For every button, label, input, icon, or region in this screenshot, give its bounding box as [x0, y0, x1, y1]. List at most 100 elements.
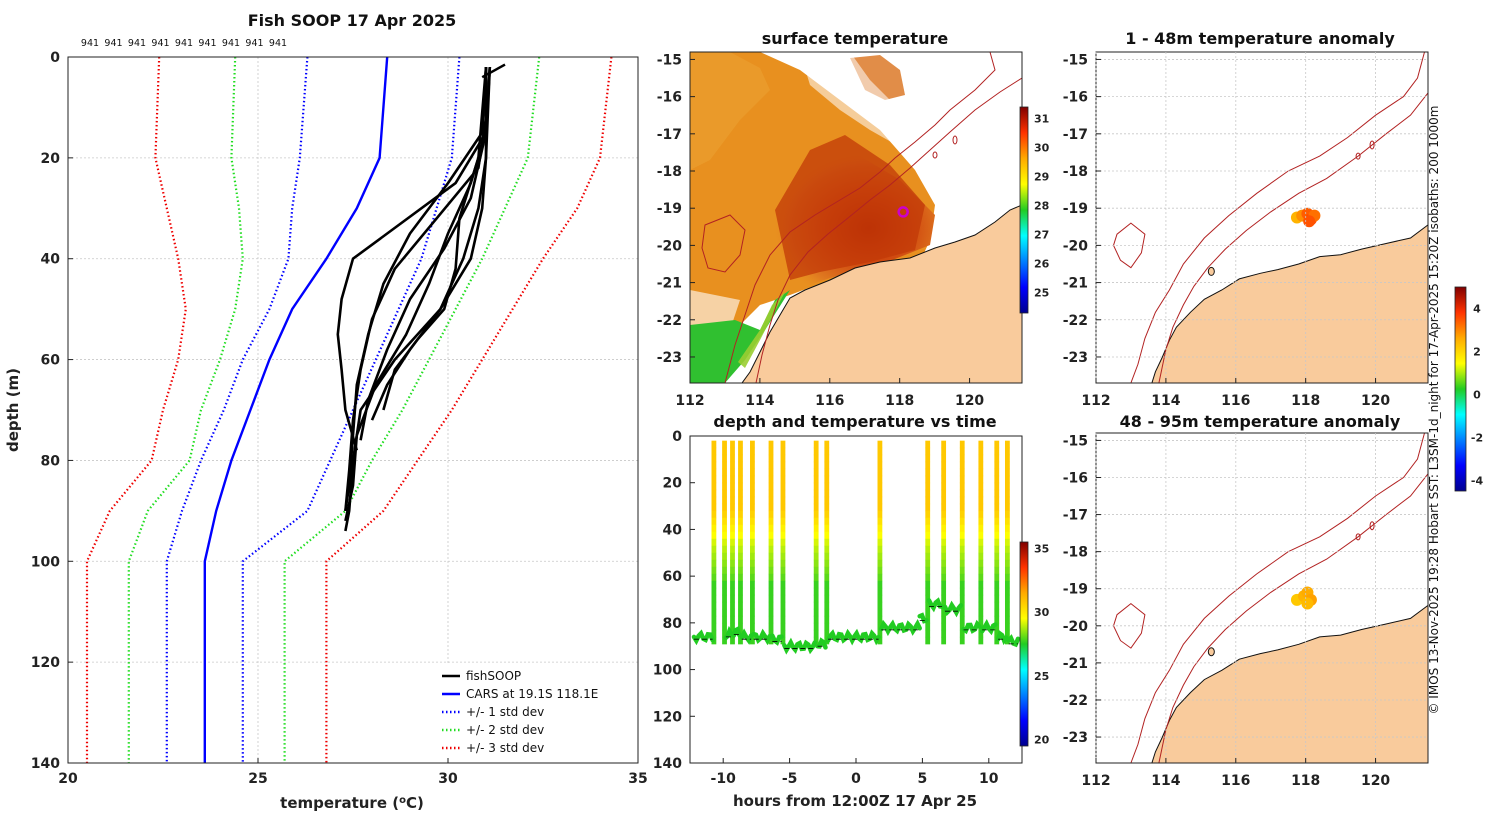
timeseries-profile-2-segment: [730, 524, 735, 533]
timeseries-profile-12-segment: [959, 510, 965, 519]
sst-isobath-200: [755, 77, 1022, 383]
timeseries-profile-1-segment: [722, 475, 727, 484]
map-x-tick: 114: [1151, 773, 1180, 789]
timeseries-profile-15-segment: [1004, 580, 1010, 589]
timeseries-profile-8-segment: [824, 538, 830, 547]
timeseries-profile-14-segment: [994, 587, 1000, 596]
anomaly-shallow-ticks: 112 114 116 118 120 -15 -16 -17 -18 -19 -20 -21 -22 -…: [1063, 52, 1428, 409]
map-x-tick: 116: [1221, 393, 1250, 409]
timeseries-profile-15-segment: [1004, 552, 1010, 561]
timeseries-profile-11-segment: [941, 552, 947, 561]
timeseries-profile-4-segment: [750, 454, 755, 463]
timeseries-profile-6-segment: [780, 636, 786, 645]
anomaly-colorbar-ticks: -4 -2 0 2 4: [1471, 302, 1484, 487]
timeseries-profile-6-segment: [780, 559, 786, 568]
timeseries-profile-14-segment: [994, 517, 1000, 526]
timeseries-profile-6-segment: [780, 447, 786, 456]
timeseries-profile-8-segment: [824, 440, 830, 449]
timeseries-profile-7-segment: [813, 594, 819, 603]
timeseries-profile-2-segment: [730, 545, 735, 554]
timeseries-colorbar-tick: 35: [1034, 542, 1049, 555]
timeseries-profile-4-segment: [750, 531, 755, 540]
timeseries-colorbar: [1019, 541, 1029, 747]
sst-cloud-mask: [800, 52, 920, 150]
timeseries-profile-5-segment: [768, 475, 774, 484]
timeseries-profile-3-segment: [738, 447, 743, 456]
timeseries-profile-5-segment: [768, 636, 774, 645]
timeseries-profile-11-segment: [941, 538, 947, 547]
timeseries-profile-0-segment: [711, 531, 717, 540]
timeseries-profile-1-segment: [722, 559, 727, 568]
timeseries-profile-7-segment: [813, 545, 819, 554]
timeseries-profile-6-segment: [780, 489, 786, 498]
timeseries-profile-3-segment: [738, 573, 743, 582]
map-x-tick: 112: [1081, 393, 1110, 409]
timeseries-profile-1-segment: [722, 580, 727, 589]
timeseries-profile-12-segment: [959, 496, 965, 505]
timeseries-bottom-15: [995, 630, 1009, 646]
map-x-tick: 116: [1221, 773, 1250, 789]
timeseries-profile-12-segment: [959, 573, 965, 582]
timeseries-profile-6-segment: [780, 629, 786, 638]
timeseries-profile-0-segment: [711, 622, 717, 631]
timeseries-profile-6-segment: [780, 566, 786, 575]
profile-cast-id-label: 941: [245, 38, 263, 49]
timeseries-profile-2-segment: [730, 510, 735, 519]
timeseries-profile-8-segment: [824, 580, 830, 589]
map-y-tick: -20: [1063, 619, 1089, 635]
timeseries-profile-8-segment: [824, 447, 830, 456]
profile-y-tick: 40: [41, 252, 61, 268]
map-y-tick: -22: [1063, 693, 1088, 709]
timeseries-profile-10-segment: [925, 566, 931, 575]
timeseries-profile-4-segment: [750, 545, 755, 554]
timeseries-profile-7-segment: [813, 475, 819, 484]
timeseries-profile-12-segment: [959, 440, 965, 449]
timeseries-profile-11-segment: [941, 468, 947, 477]
timeseries-profile-2-segment: [730, 622, 735, 631]
timeseries-profile-7-segment: [813, 566, 819, 575]
timeseries-profile-15-segment: [1004, 545, 1010, 554]
map-y-tick: -15: [657, 52, 682, 68]
timeseries-profile-0-segment: [711, 601, 717, 610]
timeseries-profile-0-segment: [711, 489, 717, 498]
timeseries-profile-10-segment: [925, 510, 931, 519]
timeseries-profile-15-segment: [1004, 440, 1010, 449]
timeseries-profile-9-segment: [877, 594, 883, 603]
timeseries-profile-15-segment: [1004, 447, 1010, 456]
sst-colorbar-tick: 25: [1034, 287, 1049, 300]
timeseries-profile-0-segment: [711, 608, 717, 617]
profile-fishsoop-cast-5: [359, 67, 492, 441]
timeseries-profile-14-segment: [994, 608, 1000, 617]
timeseries-profile-14-segment: [994, 538, 1000, 547]
timeseries-profile-10-segment: [925, 580, 931, 589]
timeseries-profile-14-segment: [994, 594, 1000, 603]
timeseries-profile-7-segment: [813, 517, 819, 526]
sst-colorbar-tick: 29: [1034, 171, 1049, 184]
timeseries-profile-15-segment: [1004, 468, 1010, 477]
timeseries-profile-3-segment: [738, 524, 743, 533]
timeseries-bottom-10: [917, 612, 929, 624]
sst-colorbar-tick: 30: [1034, 142, 1050, 155]
timeseries-profile-7-segment: [813, 468, 819, 477]
timeseries-profile-15-segment: [1004, 461, 1010, 470]
map-y-tick: -18: [657, 164, 682, 180]
profile-y-tick: 80: [41, 453, 61, 469]
profile-panel: Fish SOOP 17 Apr 2025 941 941 941 941 941 941…: [4, 11, 648, 812]
timeseries-profile-13-segment: [978, 552, 984, 561]
timeseries-profile-6-segment: [780, 503, 786, 512]
timeseries-profile-7-segment: [813, 573, 819, 582]
timeseries-profile-7-segment: [813, 538, 819, 547]
anomaly-deep-map: [1096, 433, 1428, 763]
timeseries-profile-10-segment: [925, 629, 931, 638]
timeseries-profile-8-segment: [824, 601, 830, 610]
timeseries-profile-15-segment: [1004, 559, 1010, 568]
timeseries-profile-13-segment: [978, 454, 984, 463]
timeseries-profile-15-segment: [1004, 510, 1010, 519]
timeseries-profile-13-segment: [978, 538, 984, 547]
timeseries-profile-9-segment: [877, 608, 883, 617]
sst-cool-edge: [738, 292, 785, 368]
map-y-tick: -16: [1063, 90, 1088, 106]
timeseries-profile-12-segment: [959, 454, 965, 463]
timeseries-profile-8-segment: [824, 587, 830, 596]
timeseries-y-tick: 0: [672, 429, 682, 445]
